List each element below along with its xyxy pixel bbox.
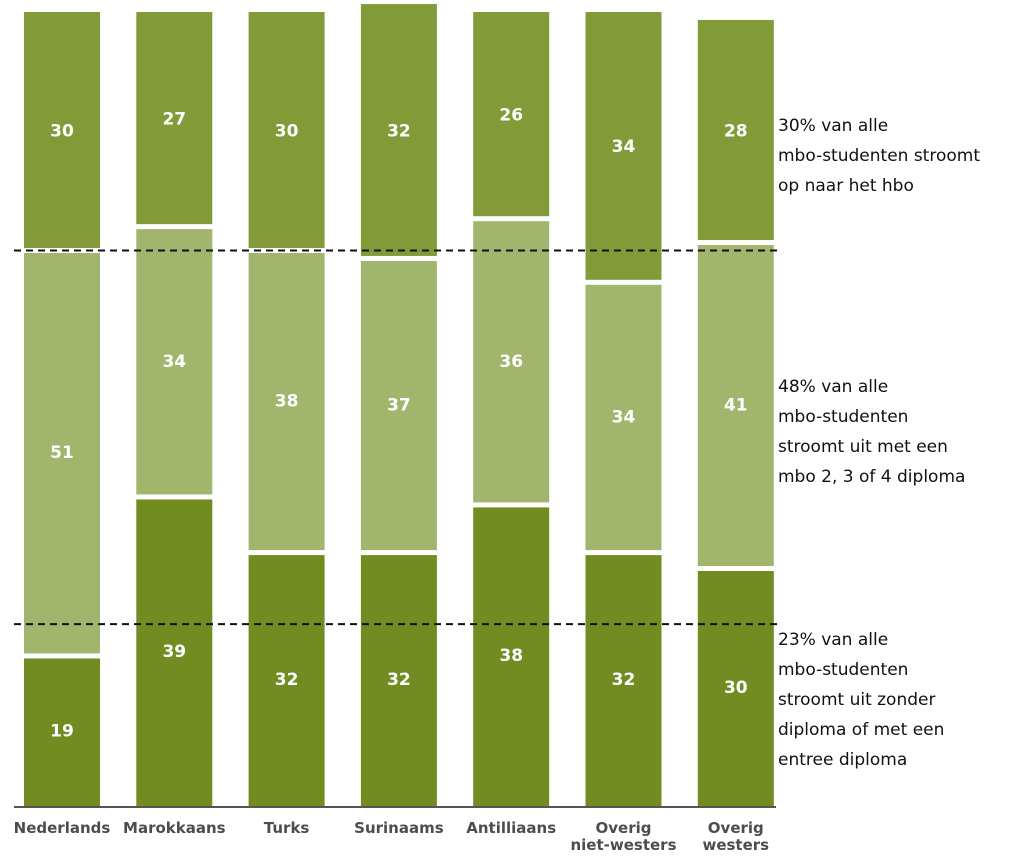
bar-segment-2-3 (136, 12, 213, 225)
segment-value-label: 51 (50, 443, 74, 463)
bars-group: 19 51 30 39 34 27 32 38 30 32 37 32 38 36 26 32 34 34 30 41… (24, 4, 774, 807)
bar-segment-4-2 (360, 260, 437, 551)
segment-value-label: 37 (387, 396, 411, 416)
segment-value-label: 38 (499, 646, 523, 666)
category-label: Antilliaans (466, 819, 556, 837)
bar-segment-6-1 (585, 555, 662, 807)
bar-segment-3-3 (248, 12, 325, 248)
bar-segment-4-1 (360, 555, 437, 807)
category-label: Surinaams (354, 819, 444, 837)
segment-value-label: 38 (275, 392, 299, 412)
reference-lines-group (14, 249, 780, 626)
bar-segment-1-1 (24, 658, 100, 807)
segment-value-label: 32 (387, 670, 411, 690)
category-label: Overig niet-westers (570, 819, 676, 854)
segment-value-label: 26 (499, 105, 523, 125)
bar-segment-5-3 (473, 12, 550, 217)
segment-value-label: 34 (162, 352, 186, 372)
annotation-hbo: 30% van alle mbo-studenten stroomt op na… (778, 116, 980, 196)
bar-segment-1-2 (24, 253, 100, 654)
annotation-diploma: 48% van alle mbo-studenten stroomt uit m… (778, 377, 966, 487)
bar-segment-1-3 (24, 12, 100, 248)
bar-segment-7-3 (697, 19, 774, 241)
segment-value-label: 32 (612, 670, 636, 690)
segment-value-label: 27 (162, 109, 186, 129)
segment-value-label: 34 (612, 137, 636, 157)
bar-segment-2-1 (136, 499, 213, 807)
category-label: Turks (264, 819, 310, 837)
segment-value-label: 41 (724, 396, 748, 416)
bar-segment-7-2 (697, 245, 774, 567)
bar-segment-3-1 (248, 555, 325, 807)
segment-value-label: 34 (612, 407, 636, 427)
segment-value-label: 30 (275, 121, 299, 141)
bar-segment-7-1 (697, 571, 774, 807)
bar-segment-6-2 (585, 284, 662, 551)
segment-value-label: 39 (162, 642, 186, 662)
segment-value-label: 36 (499, 352, 523, 372)
category-label: Overig westers (702, 819, 769, 854)
bar-segment-6-3 (585, 12, 662, 280)
category-label: Marokkaans (123, 819, 226, 837)
segment-value-label: 32 (387, 121, 411, 141)
category-labels-group: Nederlands Marokkaans Turks Surinaams Antill… (14, 819, 770, 854)
segment-value-label: 30 (50, 121, 74, 141)
segment-value-label: 30 (724, 678, 748, 698)
bar-segment-3-2 (248, 253, 325, 551)
segment-value-label: 19 (50, 721, 74, 741)
annotation-no-diploma: 23% van alle mbo-studenten stroomt uit z… (778, 630, 945, 770)
segment-value-label: 28 (724, 121, 748, 141)
bar-segment-2-2 (136, 229, 213, 495)
bar-segment-5-1 (473, 507, 550, 807)
bar-segment-4-3 (360, 4, 437, 256)
segment-value-label: 32 (275, 670, 299, 690)
category-label: Nederlands (14, 819, 111, 837)
bar-segment-5-2 (473, 221, 550, 503)
